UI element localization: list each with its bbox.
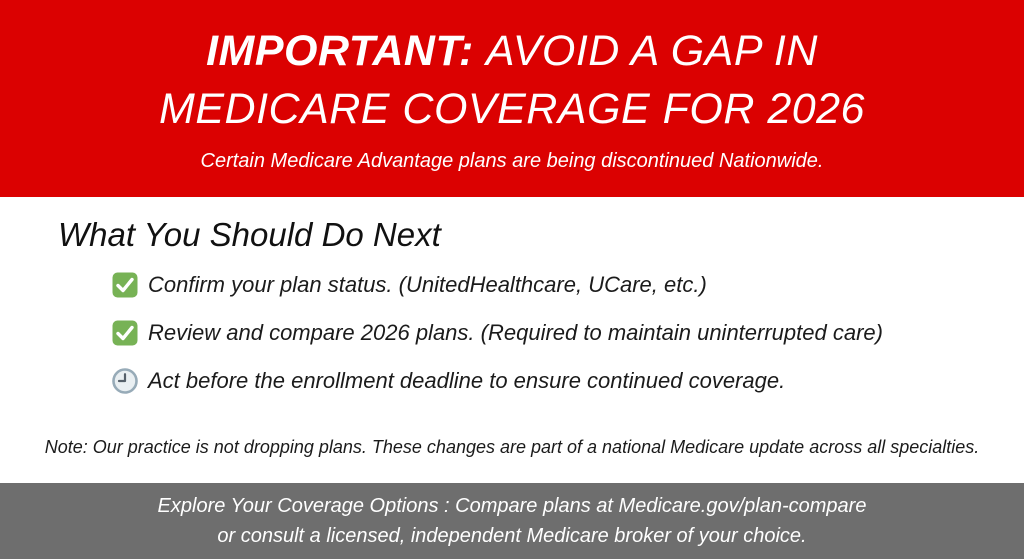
banner-subtitle: Certain Medicare Advantage plans are bei… <box>200 150 824 172</box>
section-heading: What You Should Do Next <box>58 216 441 253</box>
clock-icon <box>112 368 138 394</box>
list-item-text: Act before the enrollment deadline to en… <box>148 368 786 393</box>
content-section: What You Should Do Next Confirm your pla… <box>0 197 1024 483</box>
headline-important: IMPORTANT: <box>206 27 474 75</box>
check-icon <box>112 320 138 346</box>
disclaimer-note: Note: Our practice is not dropping plans… <box>44 437 980 457</box>
footer-line-2: or consult a licensed, independent Medic… <box>217 525 807 547</box>
list-item: Confirm your plan status. (UnitedHealthc… <box>112 271 1024 299</box>
headline-line2: MEDICARE COVERAGE FOR 2026 <box>159 85 865 133</box>
list-item-text: Confirm your plan status. (UnitedHealthc… <box>148 272 707 297</box>
headline-line1-rest: AVOID A GAP IN <box>485 27 818 75</box>
footer-line-1: Explore Your Coverage Options : Compare … <box>157 495 867 517</box>
list-item-text: Review and compare 2026 plans. (Required… <box>148 320 883 345</box>
check-icon <box>112 272 138 298</box>
list-item: Act before the enrollment deadline to en… <box>112 367 1024 395</box>
checklist: Confirm your plan status. (UnitedHealthc… <box>112 271 1024 395</box>
headline: IMPORTANT: AVOID A GAP IN MEDICARE COVERA… <box>0 22 1024 138</box>
list-item: Review and compare 2026 plans. (Required… <box>112 319 1024 347</box>
alert-banner: IMPORTANT: AVOID A GAP IN MEDICARE COVERA… <box>0 0 1024 197</box>
footer-bar: Explore Your Coverage Options : Compare … <box>0 483 1024 559</box>
